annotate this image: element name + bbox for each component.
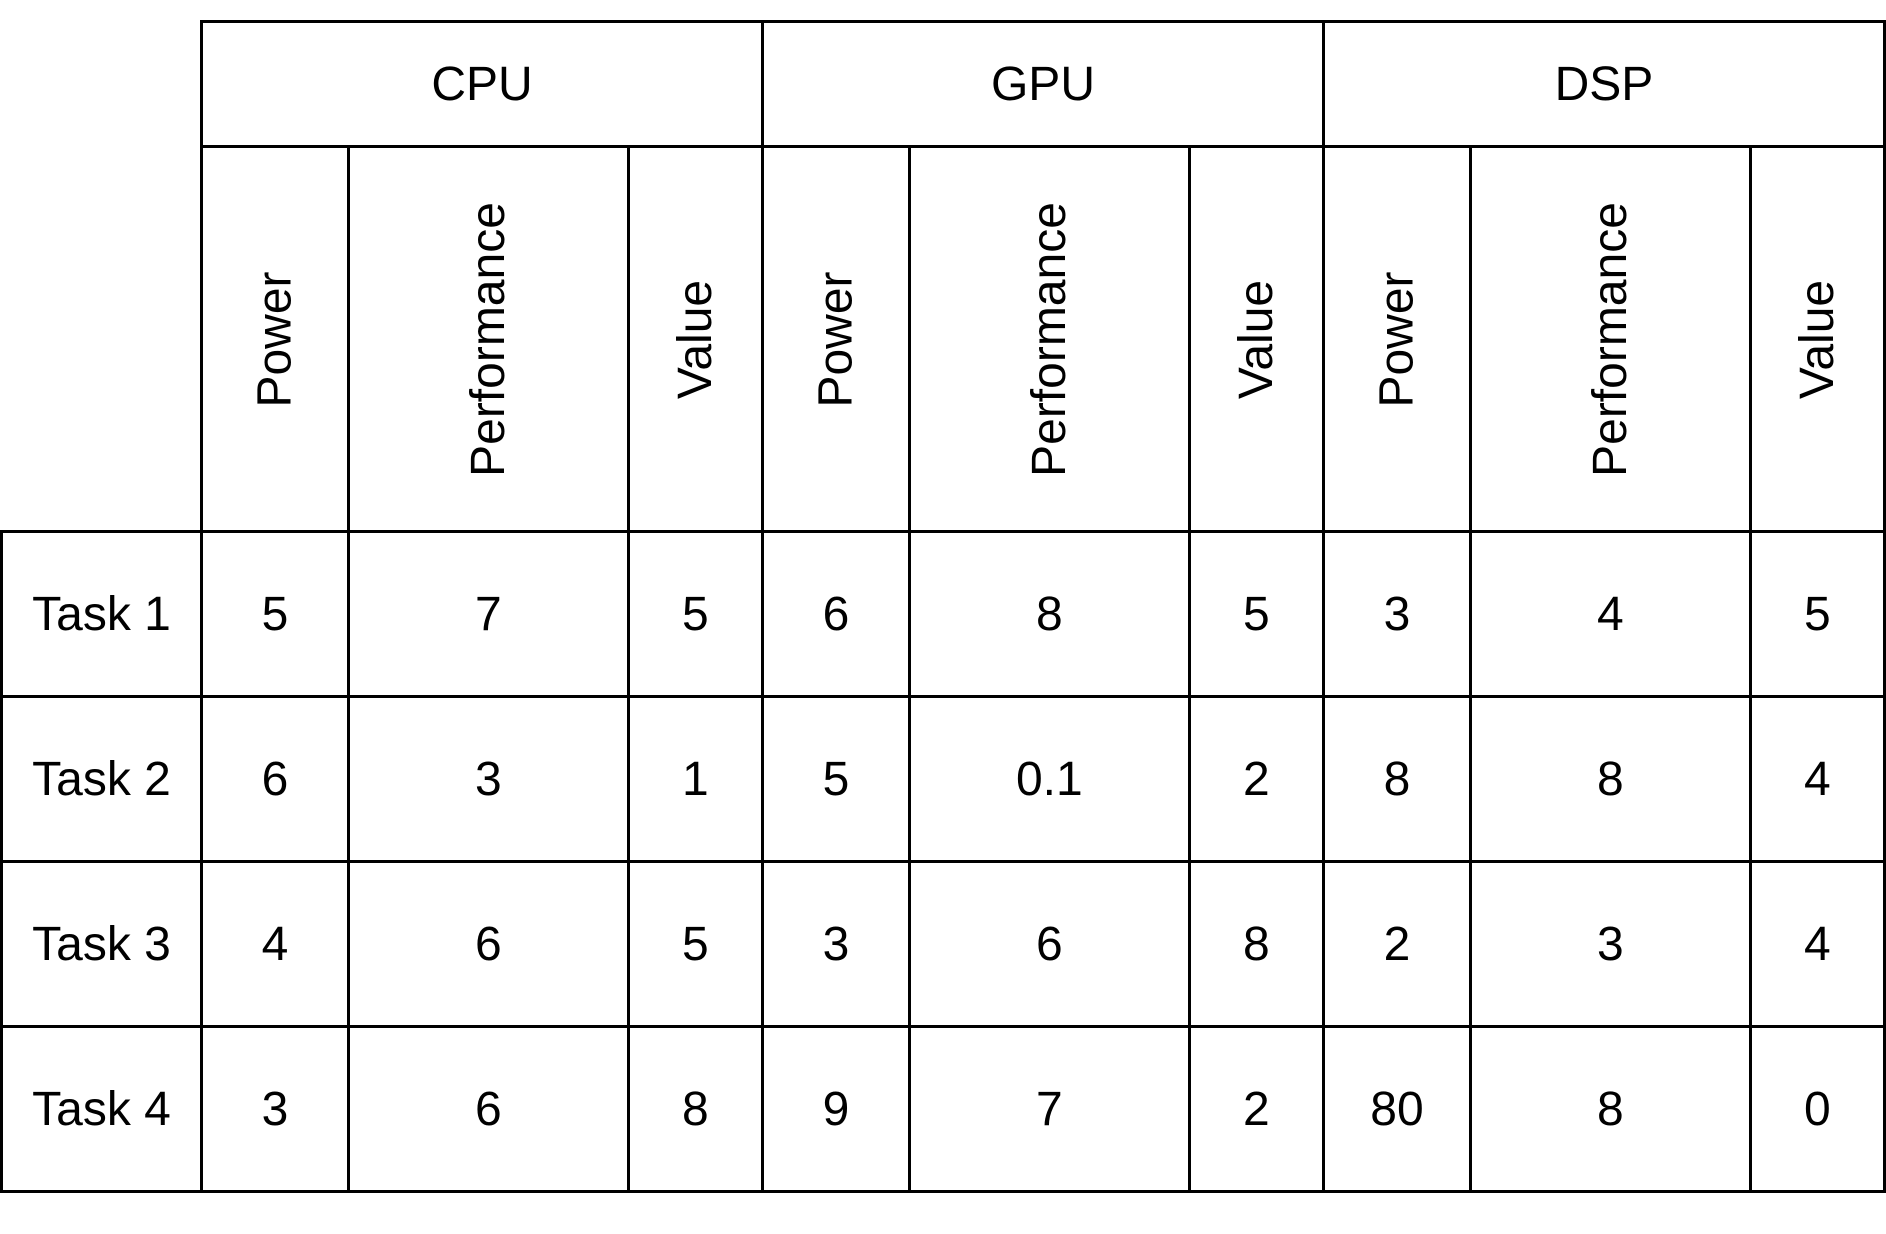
cell: 5 — [1750, 532, 1884, 697]
cell: 8 — [1189, 862, 1323, 1027]
cell: 0.1 — [909, 697, 1189, 862]
cell: 6 — [763, 532, 910, 697]
cell: 3 — [763, 862, 910, 1027]
cell: 5 — [628, 532, 762, 697]
cell: 1 — [628, 697, 762, 862]
cell: 9 — [763, 1027, 910, 1192]
cell: 5 — [628, 862, 762, 1027]
table-row: Task 3 4 6 5 3 6 8 2 3 4 — [2, 862, 1885, 1027]
cell: 6 — [348, 862, 628, 1027]
cell: 5 — [763, 697, 910, 862]
cell: 8 — [1470, 1027, 1750, 1192]
sub-gpu-performance: Performance — [909, 147, 1189, 532]
cell: 5 — [202, 532, 349, 697]
table-row: Task 2 6 3 1 5 0.1 2 8 8 4 — [2, 697, 1885, 862]
cell: 2 — [1189, 1027, 1323, 1192]
sub-dsp-value: Value — [1750, 147, 1884, 532]
sub-cpu-power: Power — [202, 147, 349, 532]
sub-header-row: Power Performance Value Power Performanc… — [2, 147, 1885, 532]
cell: 3 — [1323, 532, 1470, 697]
sub-cpu-value: Value — [628, 147, 762, 532]
cell: 80 — [1323, 1027, 1470, 1192]
cell: 2 — [1189, 697, 1323, 862]
table-row: Task 4 3 6 8 9 7 2 80 8 0 — [2, 1027, 1885, 1192]
cell: 0 — [1750, 1027, 1884, 1192]
group-header-gpu: GPU — [763, 22, 1324, 147]
cell: 3 — [202, 1027, 349, 1192]
processor-task-table: CPU GPU DSP Power Performance Value Powe… — [0, 20, 1886, 1193]
row-label-task4: Task 4 — [2, 1027, 202, 1192]
cell: 3 — [348, 697, 628, 862]
row-label-task1: Task 1 — [2, 532, 202, 697]
group-header-row: CPU GPU DSP — [2, 22, 1885, 147]
cell: 7 — [348, 532, 628, 697]
sub-blank — [2, 147, 202, 532]
sub-dsp-power: Power — [1323, 147, 1470, 532]
cell: 8 — [1470, 697, 1750, 862]
cell: 6 — [348, 1027, 628, 1192]
sub-gpu-value: Value — [1189, 147, 1323, 532]
corner-blank — [2, 22, 202, 147]
cell: 2 — [1323, 862, 1470, 1027]
cell: 8 — [909, 532, 1189, 697]
cell: 4 — [1470, 532, 1750, 697]
row-label-task3: Task 3 — [2, 862, 202, 1027]
group-header-cpu: CPU — [202, 22, 763, 147]
cell: 6 — [202, 697, 349, 862]
cell: 6 — [909, 862, 1189, 1027]
sub-dsp-performance: Performance — [1470, 147, 1750, 532]
sub-gpu-power: Power — [763, 147, 910, 532]
cell: 8 — [628, 1027, 762, 1192]
cell: 3 — [1470, 862, 1750, 1027]
cell: 5 — [1189, 532, 1323, 697]
group-header-dsp: DSP — [1323, 22, 1884, 147]
cell: 4 — [202, 862, 349, 1027]
cell: 8 — [1323, 697, 1470, 862]
sub-cpu-performance: Performance — [348, 147, 628, 532]
cell: 4 — [1750, 697, 1884, 862]
table-row: Task 1 5 7 5 6 8 5 3 4 5 — [2, 532, 1885, 697]
cell: 7 — [909, 1027, 1189, 1192]
row-label-task2: Task 2 — [2, 697, 202, 862]
cell: 4 — [1750, 862, 1884, 1027]
